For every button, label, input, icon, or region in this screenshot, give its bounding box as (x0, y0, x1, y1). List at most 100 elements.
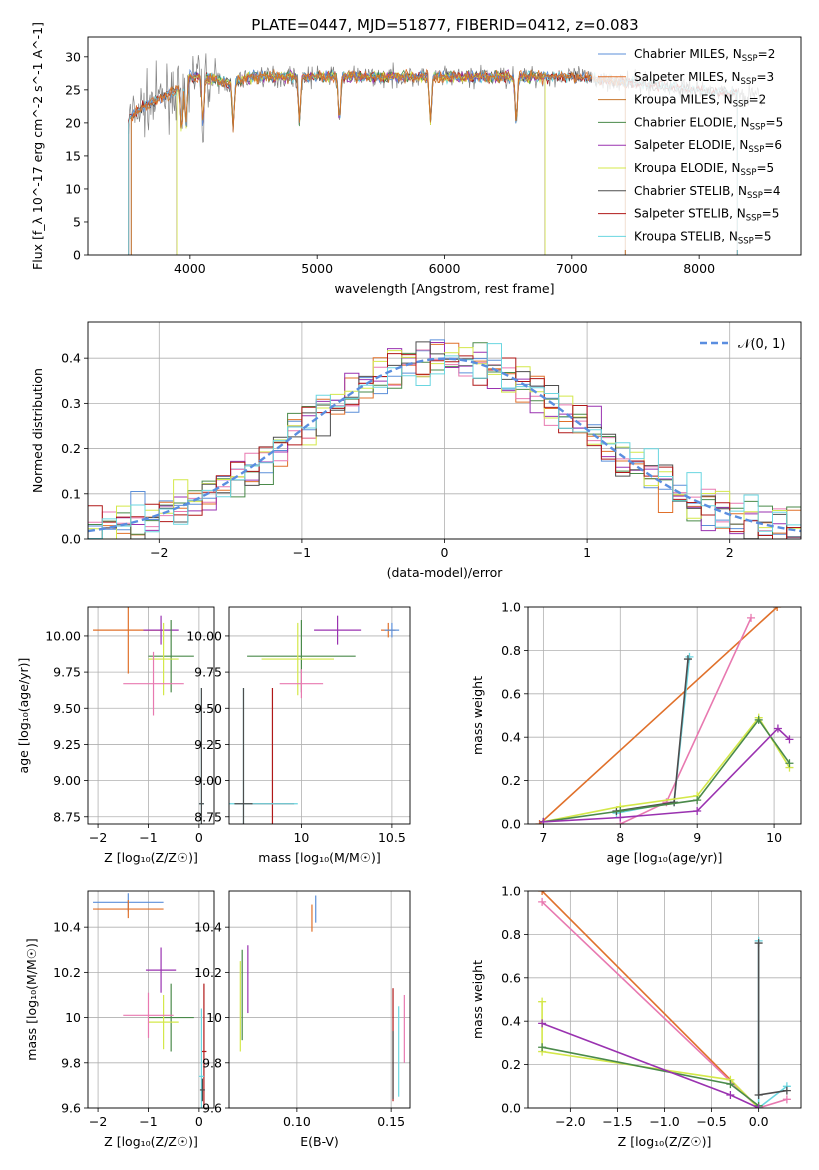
x-tick-label: 0 (441, 545, 449, 560)
panels: 4000 5000 6000 7000 8000051015202530waveleng… (16, 22, 802, 1149)
y-axis-label: mass weight (470, 960, 485, 1039)
y-tick-label: 15 (65, 148, 81, 163)
x-tick-label: 0.10 (283, 1114, 311, 1129)
x-tick-label: −1.0 (649, 1114, 679, 1129)
y-tick-label: 30 (65, 49, 81, 64)
weight-marker (747, 613, 756, 622)
weight-marker (538, 897, 547, 906)
weight-marker (726, 1080, 735, 1089)
weight-marker (785, 759, 794, 768)
x-tick-label: 8000 (683, 261, 715, 276)
y-tick-label: 0.4 (501, 730, 521, 745)
y-tick-label: 25 (65, 82, 81, 97)
panel-6: 0.10 0.15 9.6 9.8 10 10.2 10.4 E(B-V) (194, 890, 411, 1149)
y-axis-label: Normed distribution (30, 368, 45, 493)
y-tick-label: 10 (65, 1010, 81, 1025)
grid (528, 890, 801, 1109)
y-tick-label: 0.4 (61, 351, 81, 366)
weight-line (541, 1001, 760, 1108)
plot-content (538, 891, 791, 1108)
y-tick-label: 9.6 (202, 1101, 222, 1116)
figure-title: PLATE=0447, MJD=51877, FIBERID=0412, z=0… (251, 16, 638, 34)
y-tick-label: 9.50 (53, 701, 81, 716)
plot-content (88, 339, 801, 539)
plot-content (93, 607, 204, 824)
model-spectrum-chabrier_elodie (176, 69, 546, 255)
y-tick-label: 9.25 (194, 737, 222, 752)
plot-content (229, 615, 400, 824)
weight-marker (538, 891, 547, 895)
y-axis-label: age [log₁₀(age/yr)] (16, 658, 31, 774)
y-tick-label: 10 (65, 181, 81, 196)
weight-line (616, 656, 691, 814)
weight-marker (754, 939, 763, 948)
y-tick-label: 10.4 (53, 920, 81, 935)
weight-marker (693, 796, 702, 805)
y-tick-label: 9.50 (194, 701, 222, 716)
weight-marker (616, 813, 625, 822)
model-spectrum-kroupa_miles (130, 68, 626, 255)
weight-marker (773, 607, 782, 611)
x-tick-label: −1 (139, 1114, 157, 1129)
x-axis-label: Z [log₁₀(Z/Z☉)] (618, 1134, 712, 1149)
plot-content (239, 895, 405, 1102)
legend: 𝒩(0, 1) (700, 337, 785, 352)
axes-frame (87, 36, 802, 256)
y-tick-label: 0.4 (501, 1014, 521, 1029)
weight-marker (754, 715, 763, 724)
y-tick-label: 10 (206, 1010, 222, 1025)
weight-marker (538, 1043, 547, 1052)
y-tick-label: 0.3 (61, 396, 81, 411)
grid (88, 607, 214, 824)
y-tick-label: 0.8 (501, 927, 521, 942)
grid (229, 891, 410, 1109)
legend: Chabrier MILES, NSSP=2 Salpeter MILES, NS… (592, 42, 796, 250)
grid (528, 606, 801, 825)
x-axis-label: wavelength [Angstrom, rest frame] (334, 281, 554, 296)
weight-marker (754, 1104, 763, 1108)
weight-marker (785, 735, 794, 744)
x-tick-label: 7000 (556, 261, 588, 276)
x-tick-label: 9 (693, 830, 701, 845)
weight-line (616, 659, 689, 812)
y-tick-label: 0.0 (501, 1101, 521, 1116)
x-axis-label: Z [log₁₀(Z/Z☉)] (104, 1134, 198, 1149)
legend-label: Chabrier STELIB, NSSP=4 (634, 184, 781, 201)
x-tick-label: 10.5 (378, 830, 406, 845)
weight-line (543, 718, 791, 823)
weight-line (538, 607, 778, 824)
weight-line (543, 727, 791, 823)
y-tick-label: 0.6 (501, 686, 521, 701)
y-tick-label: 20 (65, 115, 81, 130)
axes-frame (228, 890, 411, 1109)
x-tick-label: 0 (195, 830, 203, 845)
y-axis-label: Flux [f_λ 10^-17 erg cm^-2 s^-1 A^-1] (30, 22, 45, 270)
x-axis-label: Z [log₁₀(Z/Z☉)] (104, 850, 198, 865)
y-tick-label: 9.25 (53, 737, 81, 752)
axes-frame (87, 606, 215, 825)
y-tick-label: 1.0 (501, 884, 521, 899)
weight-marker (538, 997, 547, 1006)
x-tick-label: 6000 (429, 261, 461, 276)
y-tick-label: 0.2 (501, 773, 521, 788)
x-tick-label: 4000 (174, 261, 206, 276)
x-tick-label: −1 (139, 830, 157, 845)
x-tick-label: 0.15 (377, 1114, 405, 1129)
y-axis-label: mass weight (470, 676, 485, 755)
weight-line (757, 940, 788, 1108)
y-tick-label: 9.75 (194, 665, 222, 680)
y-axis-label: mass [log₁₀(M/M☉)] (24, 938, 39, 1060)
weight-marker (683, 655, 692, 664)
y-tick-label: 10.00 (186, 628, 222, 643)
legend-label: Kroupa ELODIE, NSSP=5 (634, 161, 774, 178)
x-tick-label: 10 (766, 830, 782, 845)
legend-label: 𝒩(0, 1) (738, 337, 785, 352)
weight-marker (773, 724, 782, 733)
weight-line (541, 901, 788, 1108)
x-tick-label: −0.5 (696, 1114, 726, 1129)
axes-frame (87, 321, 802, 540)
plot-content (535, 607, 794, 824)
legend-label: Salpeter STELIB, NSSP=5 (634, 207, 779, 224)
weight-marker (693, 806, 702, 815)
